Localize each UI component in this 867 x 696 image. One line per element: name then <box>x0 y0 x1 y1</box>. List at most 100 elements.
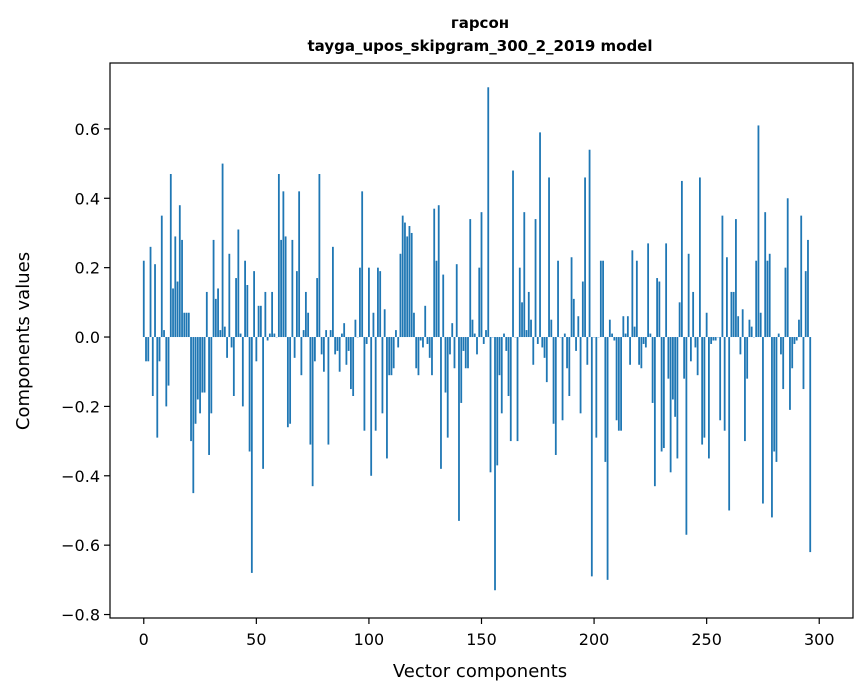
bar <box>649 333 652 338</box>
bar <box>395 330 397 338</box>
bar <box>782 337 785 390</box>
bar <box>406 236 409 338</box>
bar <box>584 177 586 338</box>
bar <box>759 312 762 338</box>
y-ticks-group: −0.8 −0.6 −0.4 −0.2 0.0 0.2 0.4 0.6 <box>61 120 110 625</box>
bar <box>401 215 404 338</box>
bar <box>413 312 415 338</box>
bar <box>676 337 679 459</box>
bar <box>347 337 350 351</box>
bar <box>149 246 152 338</box>
bar <box>151 337 154 396</box>
bar <box>665 243 668 338</box>
bar <box>444 337 447 393</box>
bar <box>696 337 699 376</box>
bar <box>399 253 402 338</box>
bar <box>165 337 168 407</box>
y-tick-label: 0.0 <box>75 328 100 347</box>
bar <box>264 291 267 338</box>
bar <box>187 312 190 338</box>
bar <box>802 337 805 390</box>
bar <box>433 208 436 338</box>
bar <box>784 267 787 338</box>
bar <box>489 337 492 473</box>
bar <box>525 330 528 338</box>
bar <box>467 337 469 369</box>
bar <box>212 239 215 338</box>
bar <box>570 257 573 338</box>
bar <box>662 337 665 449</box>
bar <box>667 337 670 379</box>
bar <box>203 337 206 393</box>
bar <box>579 337 582 414</box>
bar <box>678 302 681 338</box>
bar <box>683 337 686 379</box>
y-tick-label: 0.2 <box>75 259 100 278</box>
bar <box>703 337 706 438</box>
bar <box>687 253 690 338</box>
bar <box>518 267 521 338</box>
bar <box>167 337 170 386</box>
x-axis-label: Vector components <box>393 661 567 682</box>
bar <box>178 205 181 338</box>
bar <box>545 337 548 383</box>
bar <box>397 337 400 348</box>
bar <box>798 319 800 338</box>
bar <box>613 337 616 341</box>
bar <box>732 291 735 338</box>
bar <box>449 337 451 355</box>
bar <box>669 337 672 473</box>
bar <box>345 337 348 365</box>
bar <box>273 333 276 338</box>
bar <box>604 337 607 462</box>
bar <box>635 260 638 338</box>
bar <box>244 260 246 338</box>
bar <box>183 312 186 338</box>
bar <box>685 337 688 535</box>
bar <box>410 232 413 338</box>
x-tick-label: 200 <box>579 630 610 649</box>
bar <box>505 337 508 351</box>
bar <box>334 337 337 355</box>
bar <box>419 337 422 341</box>
bar <box>512 170 514 338</box>
bar <box>408 226 411 338</box>
bar <box>214 298 217 338</box>
bar <box>723 337 726 431</box>
bar <box>221 163 224 338</box>
bar <box>602 260 604 338</box>
bar <box>656 278 659 338</box>
bar <box>620 337 622 431</box>
bar <box>374 337 377 431</box>
bar <box>624 333 627 338</box>
bar <box>174 236 177 338</box>
bar <box>507 337 510 396</box>
x-tick-label: 100 <box>354 630 385 649</box>
bar <box>390 337 393 376</box>
bar <box>259 305 262 338</box>
bar <box>748 319 751 338</box>
bar <box>611 333 613 338</box>
bar <box>671 337 674 400</box>
x-tick-label: 300 <box>804 630 835 649</box>
bar <box>142 260 145 338</box>
bar <box>800 215 803 338</box>
bar <box>160 215 163 338</box>
bar <box>689 337 692 362</box>
bar <box>764 212 767 338</box>
bar <box>307 312 310 338</box>
bar <box>257 305 260 338</box>
bar <box>147 337 150 362</box>
bar <box>169 174 172 338</box>
bar <box>750 326 753 338</box>
bar <box>482 337 485 344</box>
bar <box>534 219 537 338</box>
bar <box>642 337 645 344</box>
bar <box>181 239 183 338</box>
bar <box>381 337 384 414</box>
bar <box>442 274 445 338</box>
bar <box>309 337 312 445</box>
bar <box>266 337 269 341</box>
bar <box>532 337 535 365</box>
bar <box>304 291 307 338</box>
